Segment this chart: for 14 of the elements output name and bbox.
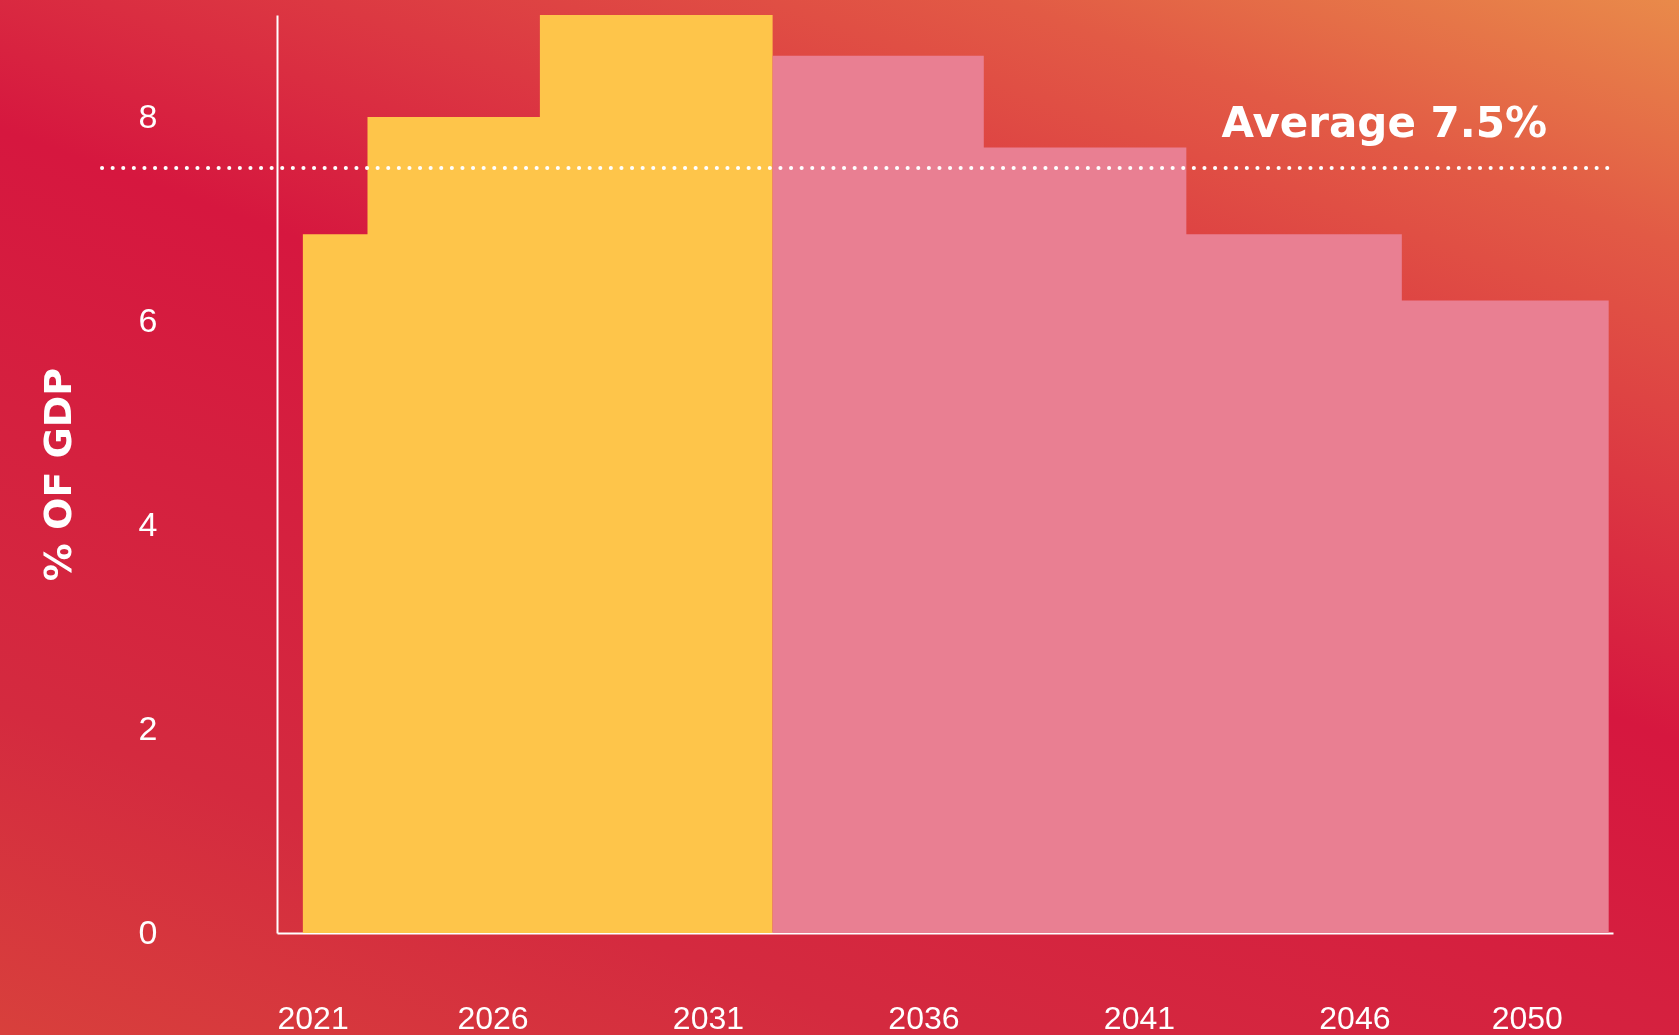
- x-tick-label: 2036: [888, 999, 960, 1035]
- ref-line-label: Average 7.5%: [1221, 98, 1547, 147]
- y-tick-label: 8: [138, 96, 158, 135]
- y-tick-label: 6: [138, 300, 158, 339]
- x-tick-label: 2026: [457, 999, 529, 1035]
- x-tick-label: 2041: [1103, 999, 1176, 1035]
- x-tick-label: 2046: [1319, 999, 1391, 1035]
- x-tick-label: 2050: [1491, 999, 1563, 1035]
- y-tick-label: 0: [138, 912, 158, 951]
- y-tick-label: 2: [138, 708, 158, 747]
- y-axis-title: % OF GDP: [35, 367, 80, 582]
- x-tick-label: 2031: [672, 999, 745, 1035]
- y-tick-label: 4: [138, 504, 158, 543]
- x-tick-label: 2021: [277, 999, 349, 1035]
